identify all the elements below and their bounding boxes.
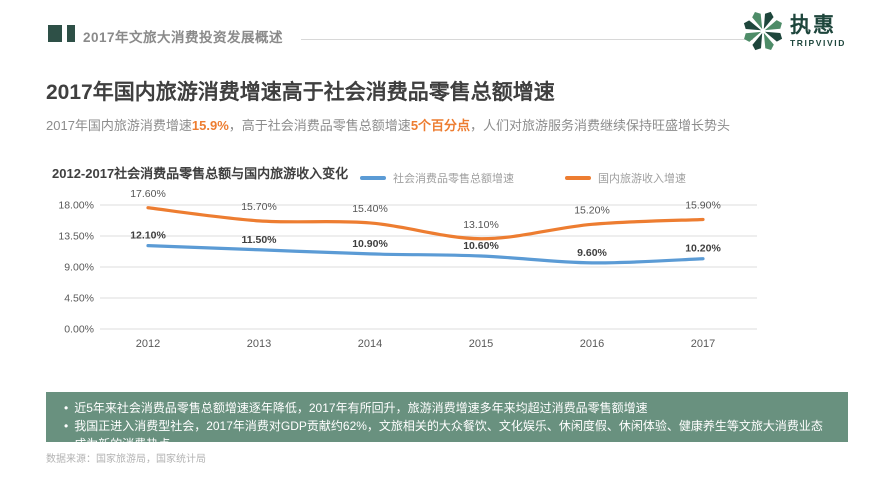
bullet-dot-icon: • — [64, 419, 69, 433]
svg-text:10.20%: 10.20% — [685, 243, 721, 255]
svg-text:15.90%: 15.90% — [685, 199, 721, 211]
subtitle-segment: ，人们对旅游服务消费继续保持旺盛增长势头 — [470, 118, 731, 133]
subtitle-highlight-growth: 15.9% — [191, 118, 229, 133]
logo-text-cn: 执惠 — [790, 13, 836, 37]
svg-text:2016: 2016 — [580, 338, 604, 350]
subtitle-highlight-points: 5个百分点 — [410, 118, 471, 133]
svg-text:2015: 2015 — [469, 338, 493, 350]
data-source-note: 数据来源：国家旅游局，国家统计局 — [46, 454, 206, 465]
svg-text:18.00%: 18.00% — [58, 200, 94, 212]
svg-text:2017: 2017 — [691, 338, 715, 350]
svg-text:2013: 2013 — [247, 338, 271, 350]
svg-text:2012: 2012 — [136, 338, 160, 350]
summary-bullet-1-text: 近5年来社会消费品零售总额增速逐年降低，2017年有所回升，旅游消费增速多年来均… — [74, 401, 648, 415]
svg-text:13.50%: 13.50% — [58, 231, 94, 243]
legend-item-retail: 社会消费品零售总额增速 — [360, 170, 514, 186]
svg-text:9.60%: 9.60% — [577, 247, 607, 259]
summary-bullet-2-text: 我国正进入消费型社会，2017年消费对GDP贡献约62%，文旅相关的大众餐饮、文… — [74, 419, 823, 451]
svg-text:10.60%: 10.60% — [463, 240, 499, 252]
svg-text:12.10%: 12.10% — [130, 230, 166, 242]
subtitle-segment: ，高于社会消费品零售总额增速 — [228, 118, 411, 133]
summary-box: • 近5年来社会消费品零售总额增速逐年降低，2017年有所回升，旅游消费增速多年… — [46, 392, 848, 451]
summary-bullet-2: • 我国正进入消费型社会，2017年消费对GDP贡献约62%，文旅相关的大众餐饮… — [64, 417, 830, 453]
chart-title: 2012-2017社会消费品零售总额与国内旅游收入变化 — [52, 166, 349, 181]
svg-text:10.90%: 10.90% — [352, 238, 388, 250]
svg-text:17.60%: 17.60% — [130, 188, 166, 200]
header-divider — [301, 39, 753, 40]
subtitle-segment: 2017年国内旅游消费增速 — [46, 118, 192, 133]
legend-swatch-orange — [565, 176, 591, 180]
svg-text:15.70%: 15.70% — [241, 201, 277, 213]
summary-bullet-1: • 近5年来社会消费品零售总额增速逐年降低，2017年有所回升，旅游消费增速多年… — [64, 399, 830, 417]
svg-text:15.40%: 15.40% — [352, 203, 388, 215]
svg-text:9.00%: 9.00% — [64, 262, 94, 274]
legend-label-retail: 社会消费品零售总额增速 — [393, 173, 514, 185]
header-bar-icon — [67, 25, 75, 42]
page-subtitle: 2017年国内旅游消费增速15.9%，高于社会消费品零售总额增速5个百分点，人们… — [46, 115, 730, 134]
line-chart: 0.00% 4.50% 9.00% 13.50% 18.00% 2012 2013 2014 2… — [58, 188, 757, 350]
legend-swatch-blue — [360, 176, 386, 180]
svg-text:13.10%: 13.10% — [463, 219, 499, 231]
svg-text:11.50%: 11.50% — [241, 234, 277, 246]
pinwheel-logo-icon — [743, 11, 783, 51]
page-title: 2017年国内旅游消费增速高于社会消费品零售总额增速 — [46, 81, 555, 104]
svg-text:0.00%: 0.00% — [64, 324, 94, 336]
logo-text-en: TRIPVIVID — [790, 37, 846, 48]
legend-label-tourism: 国内旅游收入增速 — [598, 173, 686, 185]
brand-logo: 执惠 TRIPVIVID — [742, 8, 862, 54]
section-title: 2017年文旅大消费投资发展概述 — [83, 30, 284, 45]
legend-item-tourism: 国内旅游收入增速 — [565, 170, 686, 186]
svg-text:4.50%: 4.50% — [64, 293, 94, 305]
bullet-dot-icon: • — [64, 401, 69, 415]
svg-text:2014: 2014 — [358, 338, 382, 350]
header-square-icon — [48, 25, 62, 42]
svg-text:15.20%: 15.20% — [574, 204, 610, 216]
